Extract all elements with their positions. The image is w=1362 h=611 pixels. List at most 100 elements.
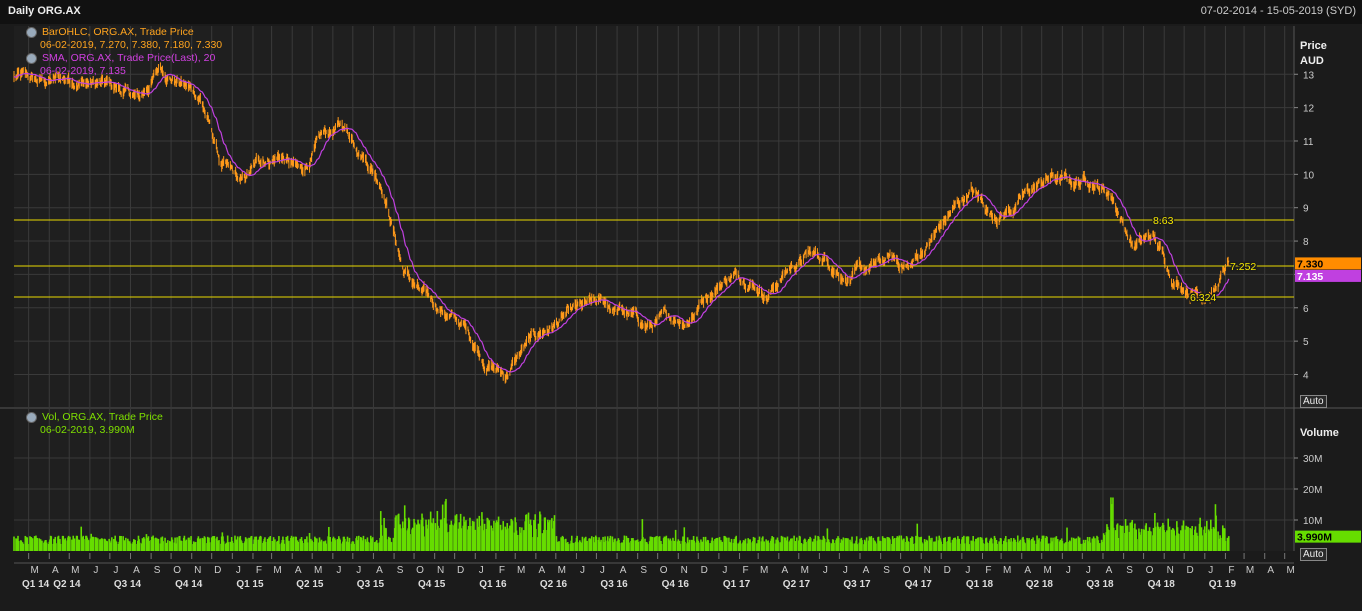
price-tick-label: 8 (1303, 237, 1309, 248)
month-tick-label: N (924, 565, 931, 576)
month-tick-label: J (356, 565, 361, 576)
month-tick-label: D (214, 565, 221, 576)
month-tick-label: J (113, 565, 118, 576)
month-tick-label: D (944, 565, 951, 576)
month-tick-label: D (457, 565, 464, 576)
quarter-tick-label: Q1 14 (22, 579, 50, 590)
quarter-tick-label: Q3 16 (600, 579, 628, 590)
volume-panel-bg (14, 409, 1294, 551)
level-line-label: 7.252 (1230, 261, 1256, 273)
month-tick-label: M (801, 565, 809, 576)
month-tick-label: S (640, 565, 647, 576)
level-line-label: 8.63 (1153, 215, 1174, 227)
month-tick-label: O (903, 565, 911, 576)
month-tick-label: A (295, 565, 302, 576)
month-tick-label: M (517, 565, 525, 576)
month-tick-label: S (397, 565, 404, 576)
legend-sma-detail: 06-02-2019, 7.135 (40, 65, 126, 77)
month-tick-label: A (539, 565, 546, 576)
quarter-tick-label: Q4 15 (418, 579, 446, 590)
date-range: 07-02-2014 - 15-05-2019 (SYD) (1200, 5, 1356, 17)
price-tick-label: 9 (1303, 204, 1309, 215)
month-tick-label: A (781, 565, 788, 576)
month-tick-label: F (742, 565, 748, 576)
price-tick-label: 10 (1303, 170, 1315, 181)
month-tick-label: A (620, 565, 627, 576)
volume-bars (13, 497, 1230, 551)
legend-ohlc-detail: 06-02-2019, 7.270, 7.380, 7.180, 7.330 (40, 39, 223, 51)
price-tick-label: 4 (1303, 371, 1309, 382)
volume-tick-label: 10M (1303, 516, 1322, 527)
title-bar: Daily ORG.AX 07-02-2014 - 15-05-2019 (SY… (0, 0, 1362, 24)
legend-volume-detail: 06-02-2019, 3.990M (40, 424, 135, 436)
price-tick-label: 11 (1303, 137, 1314, 148)
sma-line (13, 72, 1230, 373)
month-tick-label: J (1086, 565, 1091, 576)
month-tick-label: J (580, 565, 585, 576)
price-tick-label: 6 (1303, 304, 1309, 315)
price-auto-button[interactable]: Auto (1300, 395, 1327, 408)
last-volume-tag-bg (1295, 530, 1361, 543)
quarter-tick-label: Q1 16 (479, 579, 507, 590)
month-tick-label: D (1187, 565, 1194, 576)
month-tick-label: M (558, 565, 566, 576)
month-tick-label: M (30, 565, 38, 576)
month-tick-label: A (863, 565, 870, 576)
quarter-tick-label: Q2 16 (540, 579, 568, 590)
price-axis-title: Price (1300, 40, 1327, 52)
legend-toggle-icon[interactable] (26, 27, 37, 38)
legend-sma-label: SMA, ORG.AX, Trade Price(Last), 20 (42, 52, 216, 64)
month-tick-label: F (1228, 565, 1234, 576)
quarter-tick-label: Q2 14 (53, 579, 81, 590)
level-line-label: 6.324 (1190, 292, 1216, 304)
month-tick-label: J (823, 565, 828, 576)
price-tick-label: 12 (1303, 104, 1315, 115)
quarter-tick-label: Q3 17 (843, 579, 871, 590)
legend-item-sma[interactable]: SMA, ORG.AX, Trade Price(Last), 20 (26, 52, 222, 65)
month-tick-label: O (660, 565, 668, 576)
quarter-tick-label: Q2 15 (296, 579, 324, 590)
month-tick-label: A (52, 565, 59, 576)
legend-item-ohlc[interactable]: BarOHLC, ORG.AX, Trade Price (26, 26, 222, 39)
month-tick-label: A (1024, 565, 1031, 576)
month-tick-label: M (760, 565, 768, 576)
month-tick-label: M (1044, 565, 1052, 576)
month-tick-label: M (1003, 565, 1011, 576)
month-tick-label: F (499, 565, 505, 576)
month-tick-label: N (1167, 565, 1174, 576)
legend-item-volume[interactable]: Vol, ORG.AX, Trade Price (26, 411, 163, 424)
month-tick-label: M (71, 565, 79, 576)
month-tick-label: F (256, 565, 262, 576)
sma-value-tag-bg (1295, 269, 1361, 282)
legend-toggle-icon[interactable] (26, 412, 37, 423)
month-tick-label: J (1208, 565, 1213, 576)
month-tick-label: S (154, 565, 161, 576)
month-tick-label: S (883, 565, 890, 576)
price-panel-bg (14, 26, 1294, 407)
volume-tick-label: 20M (1303, 485, 1322, 496)
quarter-tick-label: Q2 17 (783, 579, 811, 590)
volume-auto-button[interactable]: Auto (1300, 548, 1327, 561)
month-tick-label: A (1106, 565, 1113, 576)
quarter-tick-label: Q1 18 (966, 579, 994, 590)
last-price-tag-bg (1295, 257, 1361, 270)
last-volume-tag: 3.990M (1297, 532, 1332, 544)
volume-legend: Vol, ORG.AX, Trade Price 06-02-2019, 3.9… (26, 411, 163, 437)
month-tick-label: J (236, 565, 241, 576)
month-tick-label: J (479, 565, 484, 576)
month-tick-label: O (1146, 565, 1154, 576)
month-tick-label: J (93, 565, 98, 576)
month-tick-label: J (722, 565, 727, 576)
quarter-tick-label: Q1 15 (236, 579, 264, 590)
month-tick-label: O (173, 565, 181, 576)
legend-volume-label: Vol, ORG.AX, Trade Price (42, 411, 163, 423)
price-axis-unit: AUD (1300, 55, 1324, 67)
month-tick-label: S (1126, 565, 1133, 576)
month-tick-label: N (437, 565, 444, 576)
legend-toggle-icon[interactable] (26, 53, 37, 64)
price-legend: BarOHLC, ORG.AX, Trade Price 06-02-2019,… (26, 26, 222, 78)
quarter-tick-label: Q1 19 (1209, 579, 1237, 590)
price-tick-label: 13 (1303, 70, 1315, 81)
month-tick-label: N (681, 565, 688, 576)
quarter-tick-label: Q4 16 (662, 579, 690, 590)
